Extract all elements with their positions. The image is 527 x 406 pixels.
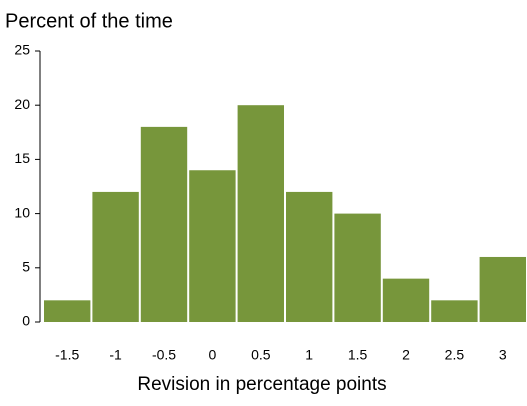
x-tick-label: 0.5	[251, 347, 271, 363]
y-tick-label: 10	[14, 204, 30, 220]
y-tick-label: 5	[22, 259, 30, 275]
x-tick-label: -1	[109, 347, 122, 363]
bar	[44, 300, 91, 322]
x-axis-label: Revision in percentage points	[137, 374, 386, 395]
x-tick-label: 0	[209, 347, 217, 363]
x-tick-label: 2	[402, 347, 410, 363]
y-tick-label: 15	[14, 150, 30, 166]
y-tick-label: 20	[14, 96, 30, 112]
x-tick-label: 2.5	[445, 347, 465, 363]
x-tick-label: -0.5	[152, 347, 176, 363]
y-tick-label: 25	[14, 42, 30, 58]
y-tick-label: 0	[22, 313, 30, 329]
x-tick-label: 1	[305, 347, 313, 363]
bar	[479, 256, 526, 322]
bar	[382, 278, 430, 322]
bar	[286, 191, 333, 322]
x-tick-label: 3	[499, 347, 507, 363]
bar	[92, 191, 139, 322]
chart-title: Percent of the time	[5, 10, 173, 32]
bar	[237, 105, 284, 322]
bar	[334, 213, 381, 322]
bar	[431, 300, 478, 322]
x-tick-label: 1.5	[348, 347, 368, 363]
x-tick-label: -1.5	[55, 347, 79, 363]
bar	[140, 126, 188, 322]
bar	[189, 170, 236, 322]
